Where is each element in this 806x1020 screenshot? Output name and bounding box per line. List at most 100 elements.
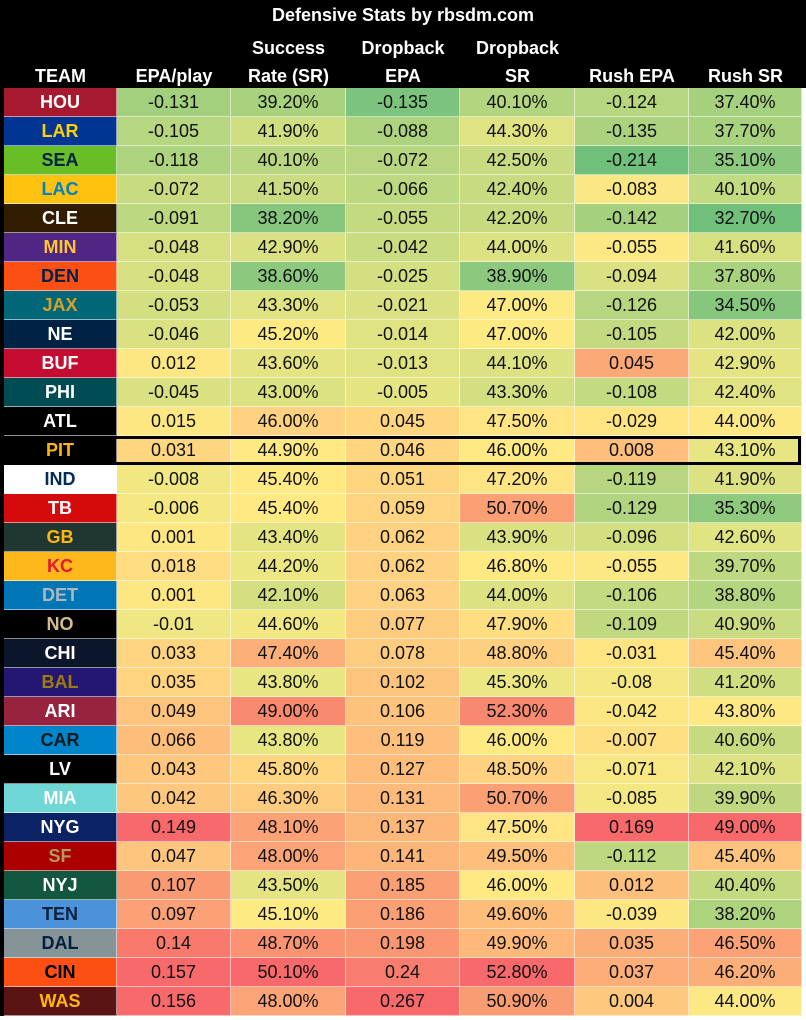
stat-cell: -0.105 bbox=[575, 320, 689, 349]
stat-cell: 37.70% bbox=[689, 117, 802, 146]
stat-cell: 48.10% bbox=[231, 813, 346, 842]
stat-cell: -0.124 bbox=[575, 88, 689, 117]
stat-cell: 48.70% bbox=[231, 929, 346, 958]
stat-cell: 47.50% bbox=[460, 407, 575, 436]
team-cell: TB bbox=[4, 494, 117, 523]
stat-cell: 38.20% bbox=[231, 204, 346, 233]
table-row: DET 0.001 42.10% 0.063 44.00% -0.106 38.80% bbox=[0, 581, 806, 610]
stat-cell: 44.00% bbox=[689, 987, 802, 1016]
stat-cell: 0.102 bbox=[346, 668, 460, 697]
table-row: SEA -0.118 40.10% -0.072 42.50% -0.214 35.10% bbox=[0, 146, 806, 175]
column-header[interactable]: Success Rate (SR) bbox=[231, 34, 346, 88]
team-cell: DEN bbox=[4, 262, 117, 291]
stat-cell: 0.012 bbox=[575, 871, 689, 900]
stat-cell: 0.008 bbox=[575, 436, 689, 465]
stat-cell: 35.10% bbox=[689, 146, 802, 175]
team-cell: SEA bbox=[4, 146, 117, 175]
team-cell: TEN bbox=[4, 900, 117, 929]
stat-cell: 49.00% bbox=[231, 697, 346, 726]
stat-cell: 40.10% bbox=[689, 175, 802, 204]
stat-cell: 0.001 bbox=[117, 581, 231, 610]
stat-cell: 0.043 bbox=[117, 755, 231, 784]
stat-cell: 41.20% bbox=[689, 668, 802, 697]
table-row: DEN -0.048 38.60% -0.025 38.90% -0.094 37.80% bbox=[0, 262, 806, 291]
column-header-line bbox=[4, 34, 117, 62]
team-cell: GB bbox=[4, 523, 117, 552]
team-cell: WAS bbox=[4, 987, 117, 1016]
stat-cell: 42.90% bbox=[689, 349, 802, 378]
stat-cell: 38.20% bbox=[689, 900, 802, 929]
stat-cell: 44.20% bbox=[231, 552, 346, 581]
stat-cell: 46.00% bbox=[231, 407, 346, 436]
stat-cell: 0.078 bbox=[346, 639, 460, 668]
team-cell: CLE bbox=[4, 204, 117, 233]
stat-cell: 50.70% bbox=[460, 494, 575, 523]
stat-cell: 0.012 bbox=[117, 349, 231, 378]
team-cell: KC bbox=[4, 552, 117, 581]
stat-cell: 39.90% bbox=[689, 784, 802, 813]
stat-cell: -0.072 bbox=[117, 175, 231, 204]
stat-cell: 0.119 bbox=[346, 726, 460, 755]
stat-cell: 49.00% bbox=[689, 813, 802, 842]
stat-cell: 46.00% bbox=[460, 436, 575, 465]
column-header[interactable]: Rush EPA bbox=[575, 34, 689, 88]
stat-cell: 49.90% bbox=[460, 929, 575, 958]
stat-cell: 0.169 bbox=[575, 813, 689, 842]
stat-cell: -0.083 bbox=[575, 175, 689, 204]
table-row: CAR 0.066 43.80% 0.119 46.00% -0.007 40.60% bbox=[0, 726, 806, 755]
column-header[interactable]: EPA/play bbox=[117, 34, 231, 88]
stat-cell: 42.10% bbox=[231, 581, 346, 610]
stat-cell: 0.267 bbox=[346, 987, 460, 1016]
column-header[interactable]: Dropback EPA bbox=[346, 34, 460, 88]
stat-cell: 41.90% bbox=[689, 465, 802, 494]
stat-cell: -0.066 bbox=[346, 175, 460, 204]
stat-cell: 37.80% bbox=[689, 262, 802, 291]
stat-cell: 42.40% bbox=[689, 378, 802, 407]
stat-cell: 49.60% bbox=[460, 900, 575, 929]
stat-cell: -0.014 bbox=[346, 320, 460, 349]
stat-cell: 44.90% bbox=[231, 436, 346, 465]
stat-cell: 49.50% bbox=[460, 842, 575, 871]
table-row: GB 0.001 43.40% 0.062 43.90% -0.096 42.60% bbox=[0, 523, 806, 552]
team-cell: SF bbox=[4, 842, 117, 871]
stat-cell: 0.131 bbox=[346, 784, 460, 813]
table-row: NYJ 0.107 43.50% 0.185 46.00% 0.012 40.40% bbox=[0, 871, 806, 900]
stat-cell: 46.30% bbox=[231, 784, 346, 813]
stat-cell: 45.10% bbox=[231, 900, 346, 929]
stat-cell: -0.055 bbox=[575, 233, 689, 262]
stat-cell: -0.025 bbox=[346, 262, 460, 291]
stat-cell: 40.90% bbox=[689, 610, 802, 639]
table-row: LAC -0.072 41.50% -0.066 42.40% -0.083 40.10% bbox=[0, 175, 806, 204]
stat-cell: 43.10% bbox=[689, 436, 802, 465]
table-row: ATL 0.015 46.00% 0.045 47.50% -0.029 44.00% bbox=[0, 407, 806, 436]
column-header[interactable]: Rush SR bbox=[689, 34, 802, 88]
stat-cell: 46.20% bbox=[689, 958, 802, 987]
stat-cell: 0.018 bbox=[117, 552, 231, 581]
stat-cell: 0.046 bbox=[346, 436, 460, 465]
column-header[interactable]: TEAM bbox=[4, 34, 117, 88]
stat-cell: 0.031 bbox=[117, 436, 231, 465]
stat-cell: 42.50% bbox=[460, 146, 575, 175]
stat-cell: 47.50% bbox=[460, 813, 575, 842]
stat-cell: 40.10% bbox=[231, 146, 346, 175]
stat-cell: 43.50% bbox=[231, 871, 346, 900]
stat-cell: 35.30% bbox=[689, 494, 802, 523]
table-row: NYG 0.149 48.10% 0.137 47.50% 0.169 49.00% bbox=[0, 813, 806, 842]
stat-cell: 46.00% bbox=[460, 726, 575, 755]
stat-cell: 0.106 bbox=[346, 697, 460, 726]
stat-cell: 47.40% bbox=[231, 639, 346, 668]
stat-cell: 45.20% bbox=[231, 320, 346, 349]
stat-cell: -0.021 bbox=[346, 291, 460, 320]
stat-cell: 45.30% bbox=[460, 668, 575, 697]
column-header-line: SR bbox=[504, 66, 530, 86]
stat-cell: -0.007 bbox=[575, 726, 689, 755]
stat-cell: 44.30% bbox=[460, 117, 575, 146]
stat-cell: 40.40% bbox=[689, 871, 802, 900]
column-header[interactable]: Dropback SR bbox=[460, 34, 575, 88]
column-header-line bbox=[575, 34, 689, 62]
stat-cell: 46.00% bbox=[460, 871, 575, 900]
stat-cell: 42.40% bbox=[460, 175, 575, 204]
stat-cell: 42.20% bbox=[460, 204, 575, 233]
table-row: CHI 0.033 47.40% 0.078 48.80% -0.031 45.40% bbox=[0, 639, 806, 668]
table-row: KC 0.018 44.20% 0.062 46.80% -0.055 39.70% bbox=[0, 552, 806, 581]
